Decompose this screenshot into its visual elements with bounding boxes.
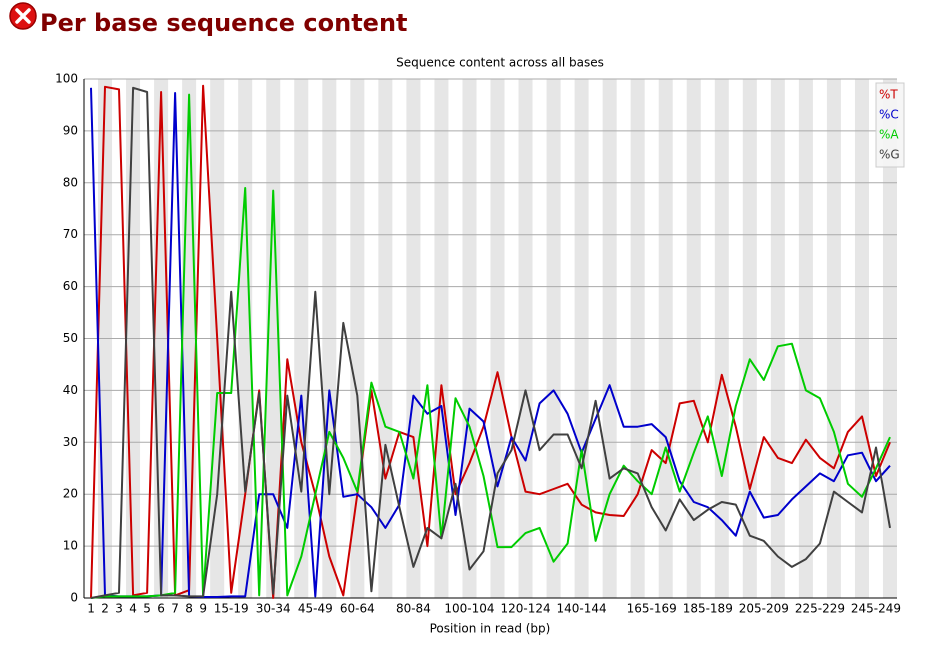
x-tick-label: 185-189 (683, 602, 733, 616)
y-tick-label: 90 (63, 123, 78, 137)
x-tick-label: 6 (157, 602, 165, 616)
series-line (90, 87, 891, 598)
y-tick-label: 50 (63, 331, 78, 345)
chart-title: Sequence content across all bases (396, 56, 604, 70)
y-tick-label: 0 (70, 591, 78, 605)
error-icon (9, 2, 37, 30)
y-tick-label: 40 (63, 383, 78, 397)
legend-entry: %C (879, 108, 899, 122)
x-tick-label: 245-249 (851, 602, 901, 616)
y-tick-label: 20 (63, 487, 78, 501)
legend-box (875, 82, 905, 168)
x-tick-label: 120-124 (500, 602, 550, 616)
y-tick-label: 10 (63, 539, 78, 553)
x-tick-label: 2 (101, 602, 109, 616)
y-tick-label: 30 (63, 435, 78, 449)
x-axis-label: Position in read (bp) (430, 622, 551, 636)
x-tick-label: 7 (171, 602, 179, 616)
x-tick-label: 4 (129, 602, 137, 616)
x-tick-label: 5 (143, 602, 151, 616)
legend-entry: %T (879, 88, 898, 102)
x-tick-label: 8 (185, 602, 193, 616)
x-tick-label: 3 (115, 602, 123, 616)
x-tick-label: 45-49 (298, 602, 333, 616)
y-tick-label: 70 (63, 227, 78, 241)
x-tick-label: 100-104 (444, 602, 494, 616)
x-tick-label: 15-19 (214, 602, 249, 616)
x-tick-label: 1 (87, 602, 95, 616)
x-tick-label: 30-34 (256, 602, 291, 616)
series-line (90, 86, 891, 599)
y-tick-label: 80 (63, 175, 78, 189)
x-tick-label: 80-84 (396, 602, 431, 616)
y-tick-label: 60 (63, 279, 78, 293)
x-tick-label: 225-229 (795, 602, 845, 616)
x-tick-label: 205-209 (739, 602, 789, 616)
legend-entry: %A (879, 128, 899, 142)
x-tick-label: 9 (199, 602, 207, 616)
x-tick-label: 140-144 (557, 602, 607, 616)
x-tick-label: 165-169 (627, 602, 677, 616)
x-tick-label: 60-64 (340, 602, 375, 616)
y-tick-label: 100 (55, 72, 78, 86)
series-line (90, 84, 891, 599)
legend-entry: %G (879, 148, 900, 162)
page-heading: Per base sequence content (40, 9, 408, 37)
